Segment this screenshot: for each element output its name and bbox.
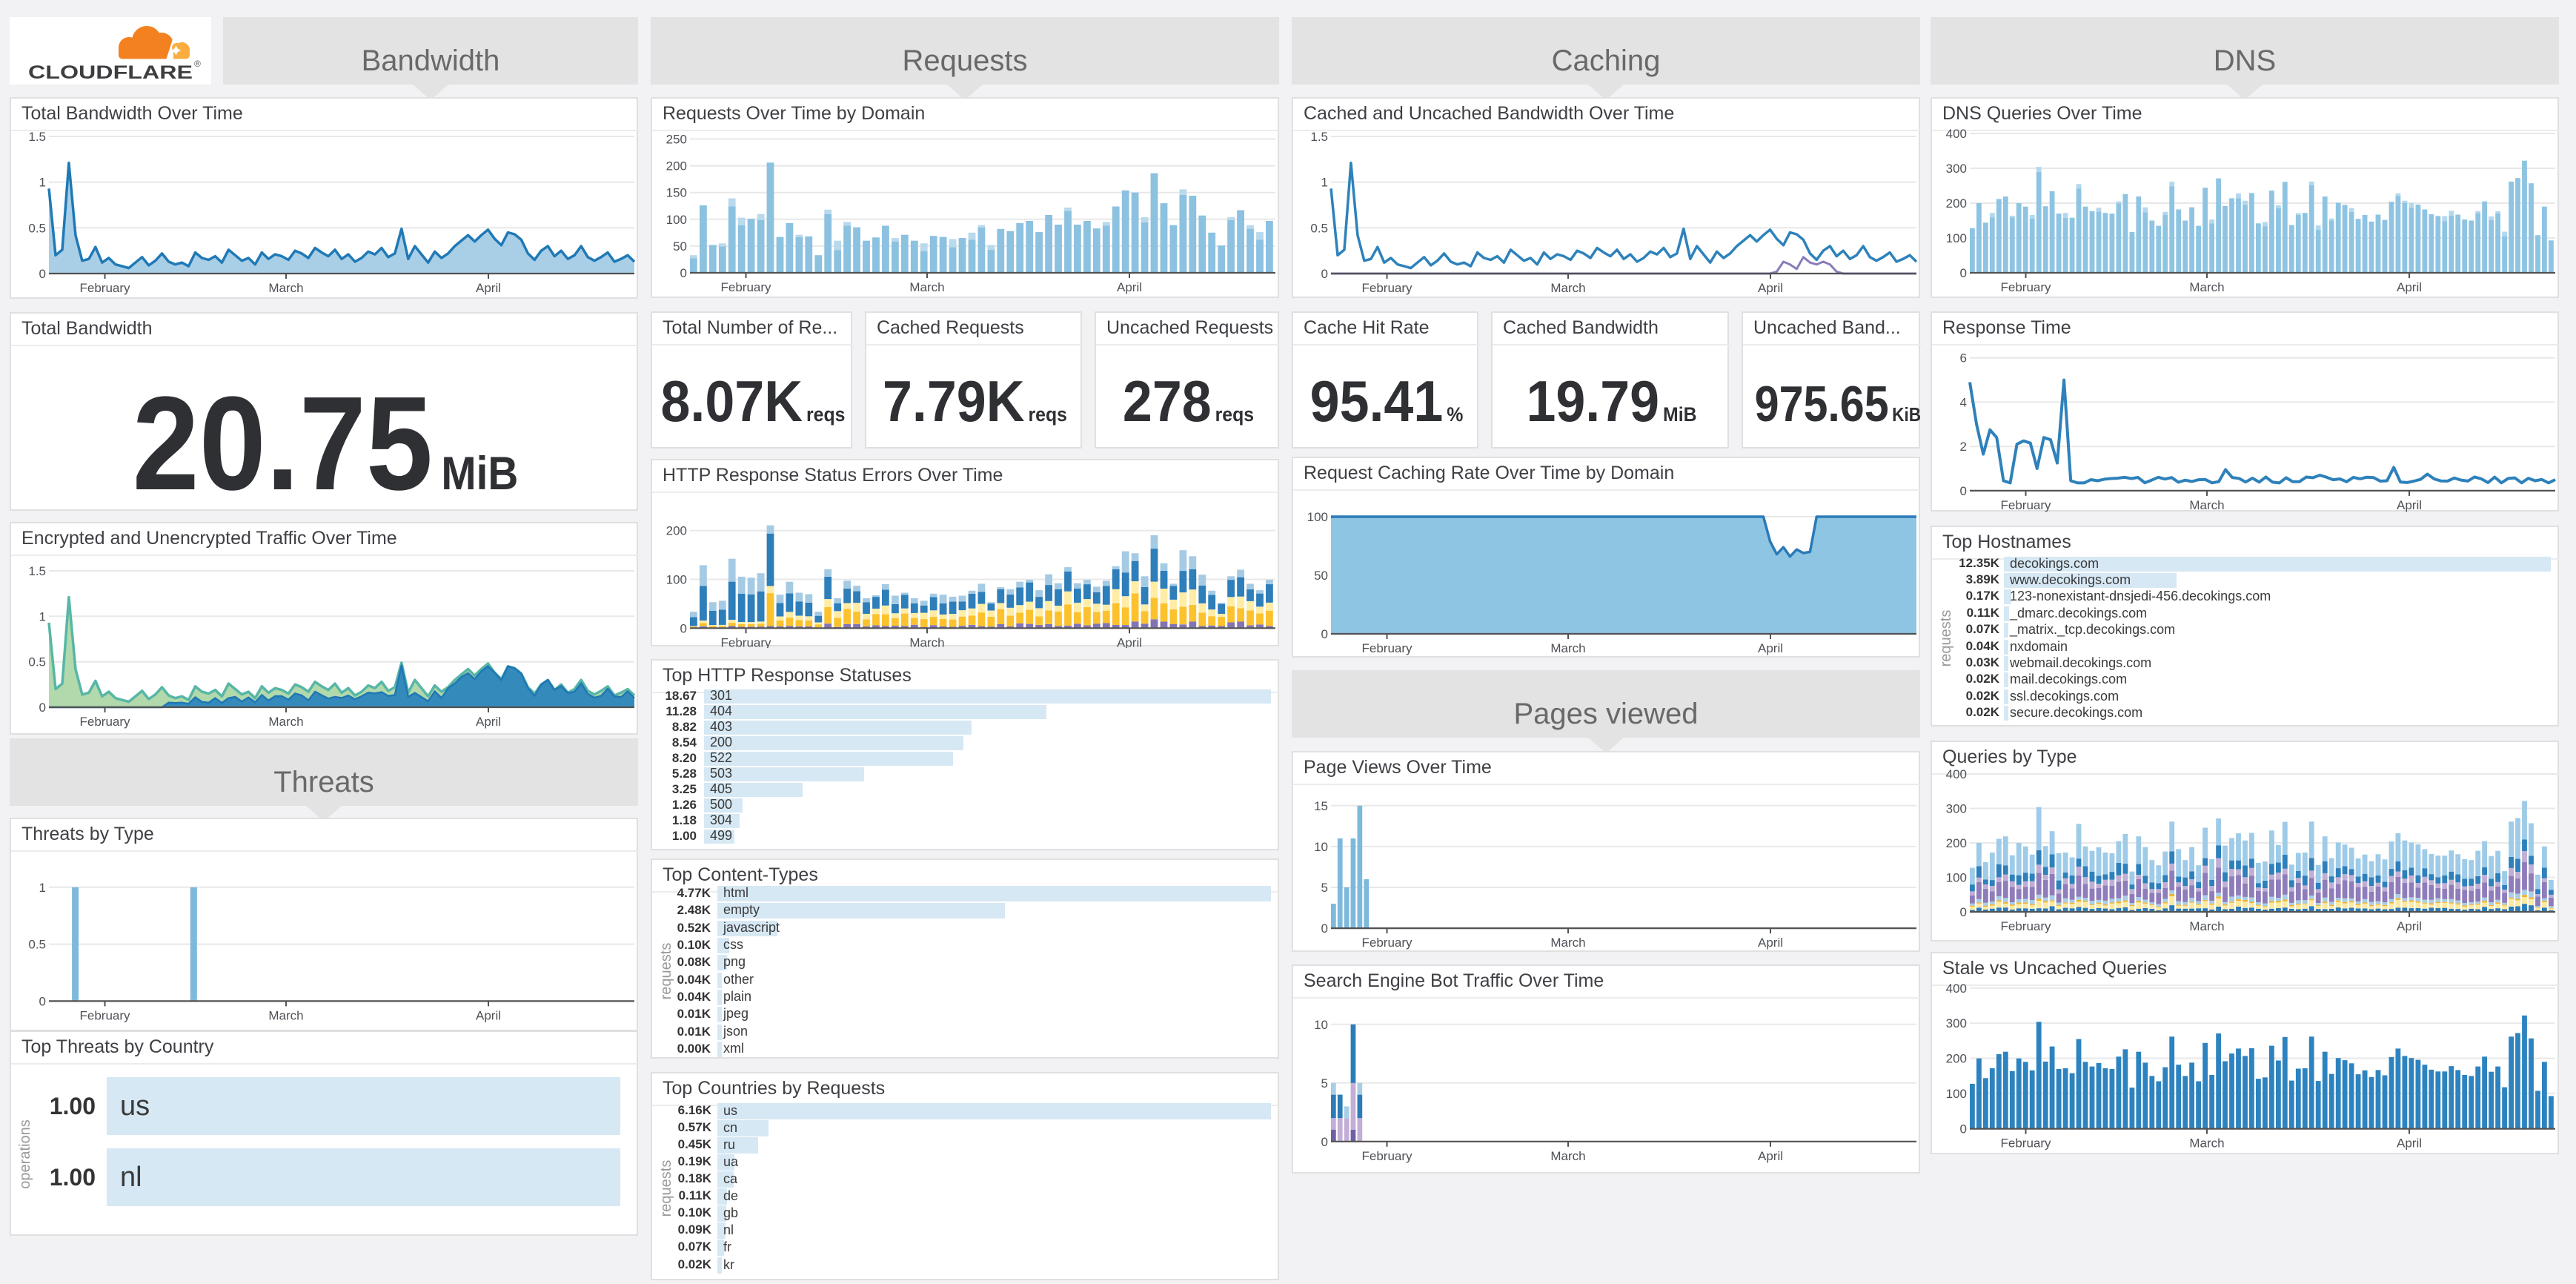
svg-text:April: April (476, 715, 501, 729)
svg-text:1.5: 1.5 (1310, 130, 1328, 144)
svg-text:400: 400 (1946, 767, 1967, 781)
svg-text:0: 0 (1321, 627, 1328, 641)
svg-text:February: February (79, 281, 130, 295)
svg-text:50: 50 (673, 239, 687, 254)
svg-text:0: 0 (39, 701, 46, 715)
svg-text:March: March (2189, 919, 2224, 933)
svg-text:15: 15 (1314, 799, 1328, 813)
svg-text:2: 2 (1960, 440, 1967, 454)
svg-text:6: 6 (1960, 351, 1967, 365)
svg-text:0: 0 (1960, 484, 1967, 498)
svg-text:February: February (2000, 280, 2051, 294)
svg-text:300: 300 (1946, 802, 1967, 816)
svg-text:April: April (1758, 936, 1783, 950)
svg-text:March: March (2189, 1136, 2224, 1151)
svg-text:CLOUDFLARE: CLOUDFLARE (28, 62, 193, 83)
svg-text:March: March (909, 280, 944, 294)
svg-text:1: 1 (39, 176, 46, 190)
svg-text:March: March (268, 281, 303, 295)
svg-text:5: 5 (1321, 1076, 1328, 1091)
svg-text:March: March (268, 715, 303, 729)
svg-text:March: March (1550, 1149, 1585, 1163)
svg-text:0: 0 (680, 266, 687, 280)
svg-text:February: February (1361, 936, 1413, 950)
svg-text:0: 0 (1321, 1135, 1328, 1149)
svg-text:April: April (1758, 281, 1783, 295)
svg-text:0: 0 (1321, 267, 1328, 281)
svg-text:0: 0 (39, 994, 46, 1008)
svg-text:4: 4 (1960, 395, 1967, 409)
svg-text:February: February (1361, 281, 1413, 295)
svg-text:February: February (2000, 1136, 2051, 1151)
svg-text:0: 0 (39, 267, 46, 281)
svg-text:0.5: 0.5 (28, 221, 46, 235)
svg-text:5: 5 (1321, 881, 1328, 895)
svg-text:0: 0 (1960, 905, 1967, 919)
svg-text:100: 100 (666, 213, 687, 227)
svg-text:0.5: 0.5 (28, 655, 46, 669)
svg-text:100: 100 (1946, 231, 1967, 245)
svg-text:®: ® (194, 59, 201, 69)
svg-text:March: March (1550, 936, 1585, 950)
svg-text:200: 200 (1946, 836, 1967, 850)
svg-text:100: 100 (666, 573, 687, 587)
svg-text:100: 100 (1307, 510, 1328, 524)
svg-text:April: April (2397, 498, 2422, 512)
svg-text:1: 1 (39, 881, 46, 895)
svg-text:10: 10 (1314, 840, 1328, 854)
svg-text:March: March (2189, 498, 2224, 512)
svg-text:April: April (2397, 1136, 2422, 1151)
svg-text:March: March (1550, 281, 1585, 295)
svg-text:0: 0 (1960, 266, 1967, 280)
svg-text:March: March (268, 1008, 303, 1022)
svg-text:February: February (2000, 498, 2051, 512)
svg-text:100: 100 (1946, 1087, 1967, 1101)
svg-text:March: March (909, 635, 944, 648)
svg-text:150: 150 (666, 186, 687, 200)
svg-text:0: 0 (680, 621, 687, 635)
svg-text:February: February (1361, 641, 1413, 655)
svg-text:February: February (79, 715, 130, 729)
svg-text:February: February (720, 635, 771, 648)
svg-text:50: 50 (1314, 569, 1328, 583)
svg-text:February: February (2000, 919, 2051, 933)
svg-text:April: April (1117, 635, 1142, 648)
svg-text:200: 200 (666, 524, 687, 538)
svg-text:April: April (1117, 280, 1142, 294)
svg-text:1: 1 (39, 609, 46, 623)
svg-text:March: March (2189, 280, 2224, 294)
svg-text:250: 250 (666, 133, 687, 147)
svg-text:April: April (1758, 641, 1783, 655)
svg-text:April: April (1758, 1149, 1783, 1163)
svg-text:March: March (1550, 641, 1585, 655)
svg-text:200: 200 (1946, 1052, 1967, 1066)
svg-text:400: 400 (1946, 982, 1967, 996)
svg-text:0.5: 0.5 (1310, 221, 1328, 235)
svg-text:300: 300 (1946, 162, 1967, 176)
svg-text:0: 0 (1960, 1122, 1967, 1136)
svg-text:10: 10 (1314, 1018, 1328, 1032)
svg-text:200: 200 (666, 159, 687, 173)
svg-text:February: February (720, 280, 771, 294)
svg-text:0.5: 0.5 (28, 938, 46, 952)
svg-text:April: April (476, 1008, 501, 1022)
svg-text:0: 0 (1321, 921, 1328, 936)
svg-text:April: April (2397, 919, 2422, 933)
svg-text:April: April (2397, 280, 2422, 294)
svg-text:April: April (476, 281, 501, 295)
svg-text:300: 300 (1946, 1016, 1967, 1030)
svg-text:1.5: 1.5 (28, 564, 46, 578)
svg-text:February: February (79, 1008, 130, 1022)
svg-text:100: 100 (1946, 871, 1967, 885)
svg-text:200: 200 (1946, 196, 1967, 211)
svg-text:400: 400 (1946, 127, 1967, 141)
svg-text:February: February (1361, 1149, 1413, 1163)
svg-text:1.5: 1.5 (28, 130, 46, 144)
svg-text:1: 1 (1321, 176, 1328, 190)
